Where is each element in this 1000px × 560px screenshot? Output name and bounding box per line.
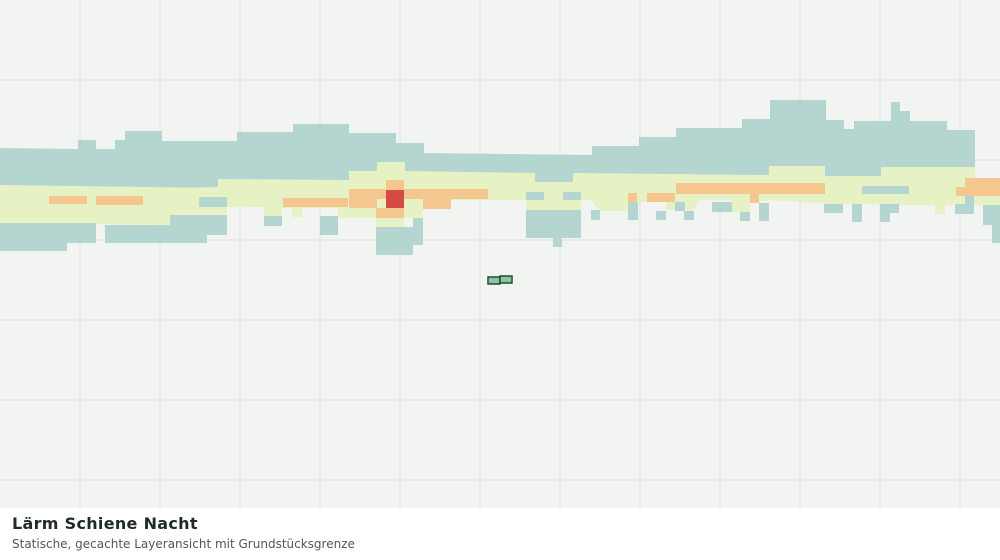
noise-area [376, 208, 404, 218]
noise-area [591, 210, 600, 220]
parcel-boundary [499, 275, 513, 284]
noise-area [992, 225, 1000, 243]
noise-area [824, 204, 843, 213]
noise-zone-low [0, 100, 975, 190]
noise-area [955, 204, 974, 214]
noise-area [684, 211, 694, 220]
map [0, 0, 1000, 508]
noise-area [0, 223, 96, 243]
noise-area [712, 202, 732, 212]
map-title: Lärm Schiene Nacht [12, 514, 198, 533]
noise-area [553, 238, 562, 247]
noise-area [283, 198, 348, 207]
noise-area [965, 196, 974, 206]
noise-area [647, 193, 675, 202]
noise-area [199, 197, 227, 207]
noise-area [376, 227, 413, 255]
noise-area [413, 218, 423, 245]
noise-area [880, 204, 899, 213]
noise-area [49, 196, 87, 204]
noise-area [0, 100, 975, 190]
noise-area [526, 210, 581, 238]
noise-area [96, 196, 143, 205]
noise-area [0, 243, 67, 251]
noise-area [170, 215, 227, 235]
noise-area [526, 192, 544, 200]
noise-area [628, 193, 637, 202]
noise-area [862, 186, 909, 194]
noise-area [759, 203, 769, 221]
noise-area [264, 216, 282, 226]
map-subtitle: Statische, gecachte Layeransicht mit Gru… [12, 537, 355, 551]
noise-area [349, 189, 488, 199]
noise-patches [0, 178, 1000, 255]
noise-area [423, 199, 451, 209]
noise-area [852, 204, 862, 222]
noise-area [0, 162, 1000, 236]
parcel-boundary [487, 276, 501, 285]
noise-area [386, 180, 404, 190]
noise-area [320, 216, 338, 235]
noise-area [740, 212, 750, 221]
caption: Lärm Schiene Nacht Statische, gecachte L… [0, 508, 1000, 560]
noise-hotspot [386, 190, 404, 208]
noise-area [983, 205, 1000, 225]
noise-area [880, 213, 890, 222]
map-background [0, 0, 1000, 508]
noise-area [656, 211, 666, 220]
noise-area [675, 202, 685, 211]
noise-area [349, 199, 377, 208]
noise-area [965, 178, 1000, 196]
noise-area [563, 192, 581, 200]
noise-area [956, 187, 965, 196]
noise-zone-mid [0, 162, 1000, 236]
noise-area [676, 183, 825, 194]
noise-area [750, 193, 759, 203]
noise-area [628, 202, 638, 220]
